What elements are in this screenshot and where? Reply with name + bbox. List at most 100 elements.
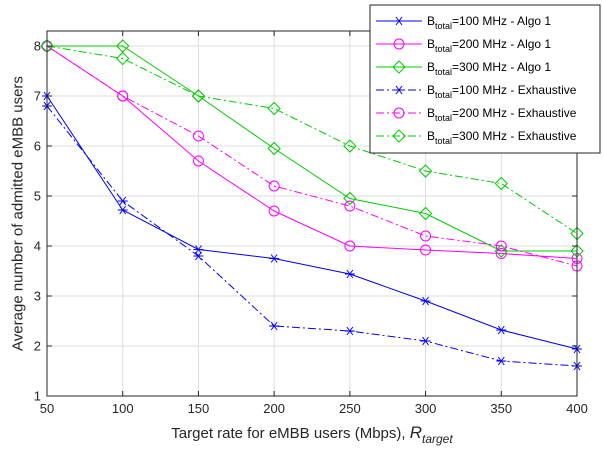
x-axis-label-symbol: R — [410, 423, 422, 442]
axis-ticks: 50 100 150 200 250 300 350 400 1 2 3 4 5 6 7 8 — [34, 31, 588, 416]
data-point — [344, 326, 355, 336]
x-tick-label: 150 — [188, 401, 210, 416]
y-tick-label: 3 — [34, 289, 41, 304]
marker-stroke — [422, 296, 429, 306]
legend-marker — [394, 16, 404, 26]
legend-label: Btotal=200 MHz - Exhaustive — [427, 106, 577, 123]
data-point — [418, 164, 433, 178]
data-point — [192, 130, 204, 142]
legend-item: Btotal=200 MHz - Algo 1 — [376, 37, 551, 54]
x-axis-label-subscript: target — [422, 432, 453, 446]
legend-label-subscript: total — [435, 67, 452, 77]
data-point — [343, 191, 357, 206]
legend-label-prefix: B — [427, 60, 435, 74]
series-1 — [42, 91, 582, 354]
marker-stroke — [395, 85, 403, 95]
x-tick-label: 250 — [339, 401, 361, 416]
data-point — [117, 90, 129, 102]
x-tick-label: 350 — [490, 401, 512, 416]
legend-label-suffix: =200 MHz - Algo 1 — [452, 37, 551, 51]
legend-label-suffix: =200 MHz - Exhaustive — [452, 106, 577, 120]
x-axis-label-text: Target rate for eMBB users (Mbps), — [171, 425, 409, 442]
data-point — [495, 240, 507, 252]
data-point — [193, 245, 204, 254]
legend-label-suffix: =300 MHz - Exhaustive — [452, 129, 577, 143]
data-point — [344, 200, 356, 212]
legend-label-subscript: total — [435, 90, 452, 100]
legend-label-subscript: total — [435, 44, 452, 54]
data-point — [420, 230, 432, 242]
legend-label-subscript: total — [435, 113, 452, 123]
legend-label-suffix: =100 MHz - Algo 1 — [452, 14, 551, 28]
marker-stroke — [119, 205, 127, 215]
series-line — [46, 45, 578, 259]
data-point — [191, 89, 206, 103]
legend-marker — [393, 107, 405, 119]
data-point — [420, 296, 431, 306]
data-point — [344, 240, 356, 252]
y-tick-label: 8 — [34, 39, 41, 54]
legend-label-suffix: =100 MHz - Exhaustive — [452, 83, 577, 97]
y-tick-label: 7 — [34, 89, 41, 104]
legend-label-prefix: B — [427, 106, 435, 120]
data-point — [496, 325, 507, 335]
marker-stroke — [346, 326, 354, 336]
data-point — [267, 141, 281, 156]
legend-label-subscript: total — [435, 21, 452, 31]
legend-label-suffix: =300 MHz - Algo 1 — [452, 60, 551, 74]
legend-label: Btotal=100 MHz - Algo 1 — [427, 14, 551, 31]
data-point — [494, 176, 508, 191]
x-tick-label: 100 — [112, 401, 134, 416]
series-4 — [42, 101, 582, 371]
series-line — [46, 45, 578, 267]
marker-stroke — [497, 325, 505, 335]
legend-label-prefix: B — [427, 83, 435, 97]
legend-label-prefix: B — [427, 129, 435, 143]
y-tick-label: 6 — [34, 139, 41, 154]
x-tick-label: 50 — [40, 401, 54, 416]
y-tick-label: 2 — [34, 339, 41, 354]
data-point — [267, 101, 281, 116]
legend-marker — [392, 129, 406, 143]
data-point — [117, 205, 128, 215]
legend-label-prefix: B — [427, 37, 435, 51]
series-layer — [40, 39, 584, 371]
data-point — [269, 321, 280, 331]
data-point — [418, 206, 433, 221]
legend-item: Btotal=200 MHz - Exhaustive — [376, 106, 577, 123]
legend-item: Btotal=100 MHz - Exhaustive — [376, 83, 577, 100]
data-point — [269, 254, 280, 263]
marker-stroke — [195, 251, 202, 261]
data-point — [495, 248, 507, 259]
marker-stroke — [346, 269, 354, 279]
data-point — [343, 139, 357, 153]
marker-stroke — [270, 254, 278, 263]
legend-label: Btotal=300 MHz - Algo 1 — [427, 60, 551, 77]
marker-stroke — [422, 336, 429, 346]
x-tick-label: 400 — [566, 401, 588, 416]
series-line — [47, 45, 577, 252]
series-line — [46, 45, 578, 234]
plot-frame — [46, 30, 578, 397]
series-line — [46, 105, 578, 367]
data-point — [268, 205, 280, 217]
legend-item: Btotal=300 MHz - Algo 1 — [376, 60, 551, 77]
legend-label: Btotal=100 MHz - Exhaustive — [427, 83, 577, 100]
x-axis-label: Target rate for eMBB users (Mbps), Rtarg… — [171, 423, 453, 446]
x-tick-label: 300 — [415, 401, 437, 416]
data-point — [116, 51, 130, 66]
data-point — [496, 356, 507, 366]
series-line — [46, 95, 578, 350]
marker-stroke — [270, 321, 278, 331]
legend-box — [369, 4, 601, 154]
y-tick-label: 5 — [34, 189, 41, 204]
legend-marker — [393, 38, 405, 50]
legend-label-subscript: total — [435, 136, 452, 146]
legend-item: Btotal=300 MHz - Exhaustive — [376, 129, 577, 146]
marker-stroke — [497, 356, 505, 366]
data-point — [268, 180, 280, 192]
legend-marker — [392, 60, 406, 74]
y-tick-label: 1 — [34, 389, 41, 404]
